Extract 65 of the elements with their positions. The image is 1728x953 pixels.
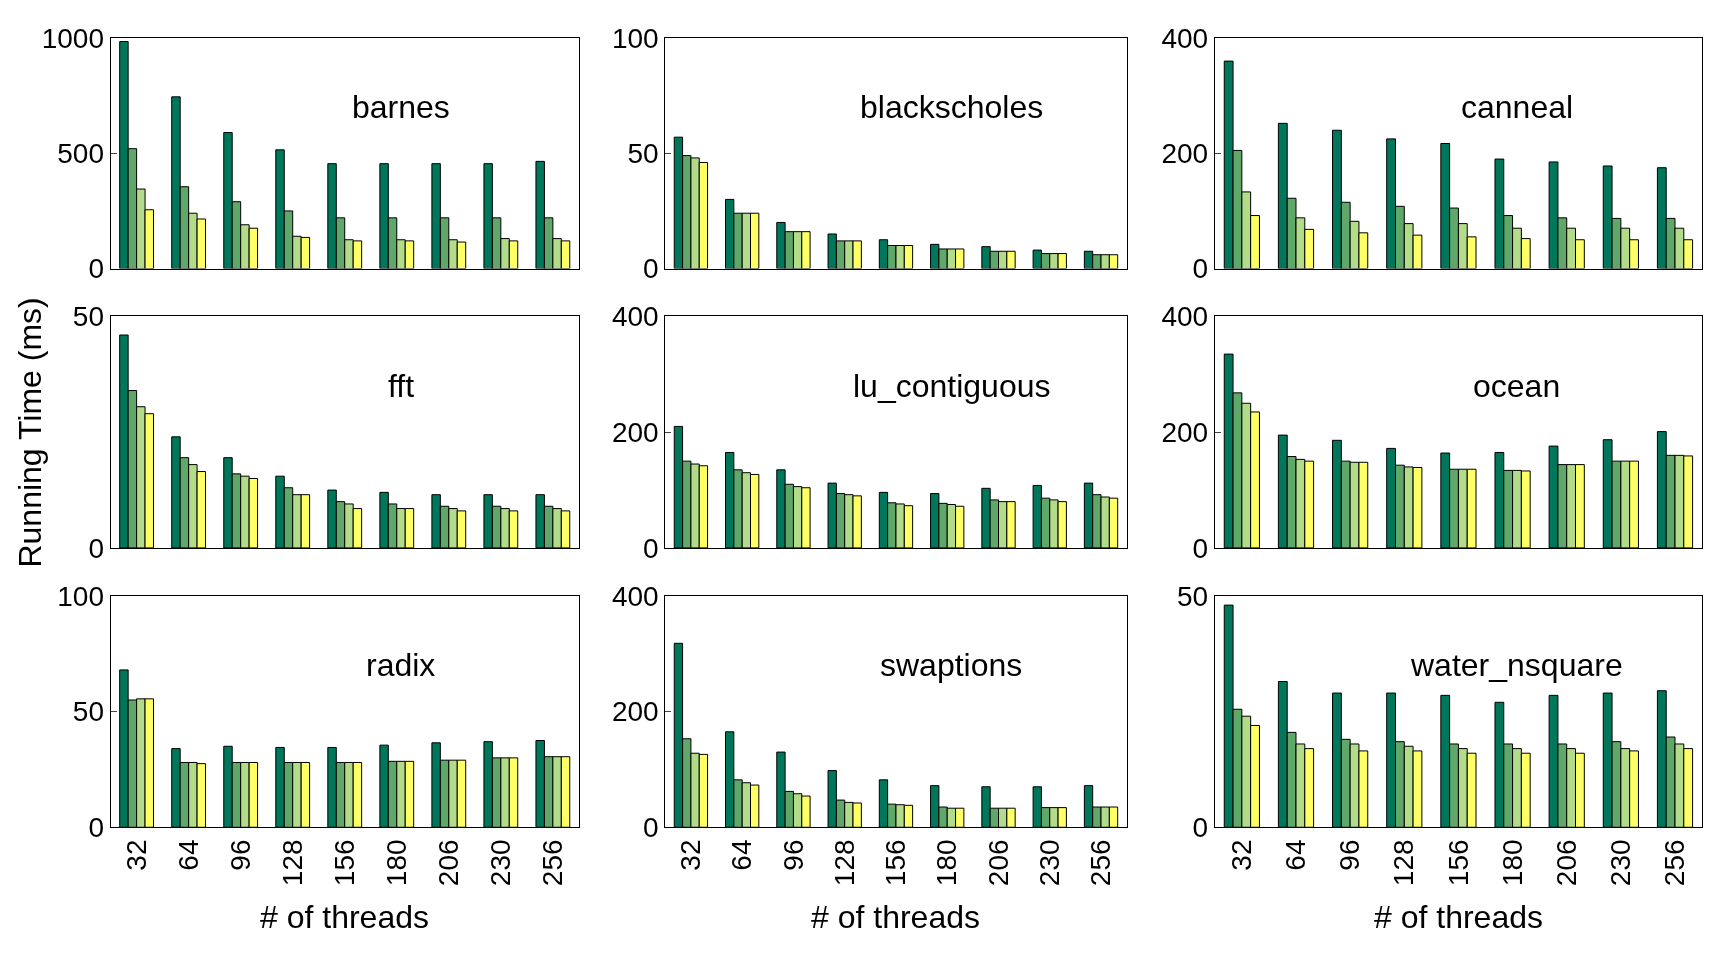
y-tick-label: 400 — [611, 301, 659, 333]
y-tick-label: 0 — [1192, 532, 1209, 564]
text: barnes — [352, 89, 450, 125]
y-tick-label: 400 — [1161, 301, 1209, 333]
text: water_nsquare — [1410, 647, 1623, 683]
x-tick-label: 156 — [328, 839, 360, 887]
x-tick-label: 128 — [828, 839, 860, 887]
text: radix — [366, 647, 436, 683]
x-tick-label: 230 — [1604, 839, 1636, 887]
x-tick-label: 256 — [1085, 839, 1117, 887]
y-tick-label: 0 — [1192, 253, 1209, 285]
x-tick-label: 32 — [120, 839, 152, 871]
y-tick-label: 1000 — [41, 22, 104, 54]
y-tick-label: 0 — [1192, 812, 1209, 844]
y-tick-label: 200 — [611, 417, 659, 448]
x-axis-title: # of threads — [260, 899, 429, 935]
y-tick-label: 200 — [1161, 138, 1209, 170]
x-tick-label: 206 — [1550, 839, 1582, 887]
x-tick-label: 64 — [172, 839, 204, 871]
x-tick-label: 230 — [484, 839, 516, 887]
y-tick-label: 0 — [643, 812, 659, 844]
x-tick-label: 96 — [224, 839, 256, 871]
text: lu_contiguous — [853, 368, 1051, 404]
y-tick-label: 100 — [611, 22, 659, 54]
y-tick-label: 50 — [1177, 580, 1209, 612]
x-axis-title: # of threads — [1374, 899, 1543, 935]
y-tick-label: 400 — [611, 580, 659, 612]
x-tick-label: 156 — [880, 839, 912, 887]
y-axis-title: Running Time (ms) — [12, 297, 49, 568]
x-tick-label: 128 — [276, 839, 308, 887]
y-tick-label: 0 — [88, 812, 104, 844]
y-tick-label: 200 — [611, 696, 659, 728]
y-tick-label: 50 — [627, 138, 659, 170]
text: canneal — [1461, 89, 1574, 125]
x-tick-label: 230 — [1033, 839, 1065, 887]
y-tick-label: 0 — [643, 253, 659, 285]
y-tick-label: 100 — [57, 580, 104, 612]
y-tick-label: 400 — [1161, 22, 1209, 54]
x-tick-label: 206 — [982, 839, 1014, 887]
y-tick-label: 0 — [643, 532, 659, 564]
x-tick-label: 96 — [1334, 839, 1366, 871]
x-tick-label: 32 — [675, 839, 707, 871]
y-tick-label: 0 — [88, 532, 104, 564]
x-tick-label: 206 — [432, 839, 464, 887]
text: fft — [388, 368, 415, 404]
x-tick-label: 64 — [726, 839, 758, 871]
x-tick-label: 180 — [1496, 839, 1528, 887]
x-tick-label: 156 — [1442, 839, 1474, 887]
x-tick-label: 256 — [536, 839, 568, 887]
text: ocean — [1473, 368, 1561, 404]
x-tick-label: 32 — [1225, 839, 1257, 871]
text: blackscholes — [860, 89, 1044, 125]
y-tick-label: 50 — [72, 301, 104, 333]
x-tick-label: 180 — [931, 839, 963, 887]
y-tick-label: 500 — [57, 138, 104, 170]
x-tick-label: 256 — [1659, 839, 1691, 887]
y-tick-label: 200 — [1161, 417, 1209, 448]
x-tick-label: 180 — [380, 839, 412, 887]
x-tick-label: 64 — [1280, 839, 1312, 871]
y-tick-label: 50 — [72, 696, 104, 728]
y-tick-label: 0 — [88, 253, 104, 285]
x-axis-title: # of threads — [811, 899, 980, 935]
x-tick-label: 128 — [1388, 839, 1420, 887]
text: swaptions — [880, 647, 1023, 683]
x-tick-label: 96 — [777, 839, 809, 871]
